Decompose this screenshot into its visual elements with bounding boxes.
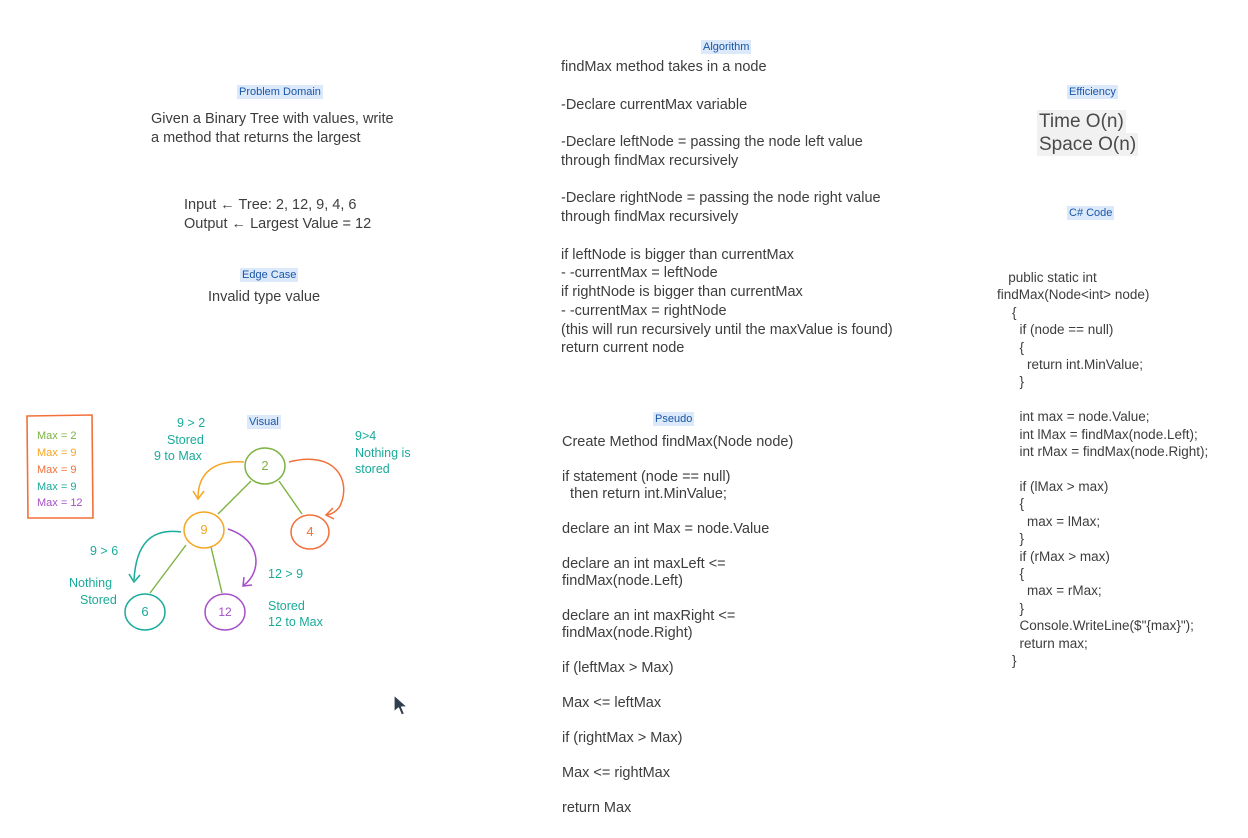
algorithm-text: findMax method takes in a node -Declare … bbox=[561, 59, 893, 357]
node-6-label: 6 bbox=[141, 604, 148, 619]
note-stored-d: Stored bbox=[268, 599, 305, 613]
legend-item-3: Max = 9 bbox=[37, 464, 76, 476]
csharp-code-tag: C# Code bbox=[1067, 206, 1115, 220]
node-12 bbox=[204, 593, 246, 631]
arrow-2-to-9 bbox=[197, 461, 245, 499]
efficiency-tag: Efficiency bbox=[1067, 85, 1118, 99]
note-12-gt-9: 12 > 9 bbox=[268, 567, 303, 581]
node-4-label: 4 bbox=[306, 524, 313, 539]
node-2-label: 2 bbox=[261, 458, 268, 473]
arrow-2-to-4 bbox=[288, 458, 345, 516]
input-output-text: Input ← Tree: 2, 12, 9, 4, 6 Output ← La… bbox=[184, 197, 372, 232]
problem-domain-tag: Problem Domain bbox=[237, 85, 323, 99]
node-9 bbox=[183, 511, 225, 549]
edge-9-6 bbox=[149, 544, 187, 594]
csharp-code-text: public static int findMax(Node<int> node… bbox=[997, 270, 1209, 668]
edge-2-9 bbox=[217, 480, 252, 515]
edge-case-text: Invalid type value bbox=[208, 289, 321, 305]
algorithm-tag: Algorithm bbox=[701, 40, 752, 54]
node-12-label: 12 bbox=[218, 605, 232, 619]
node-6 bbox=[124, 593, 166, 631]
note-nothing: Nothing bbox=[69, 576, 112, 590]
arrow-9-to-6 bbox=[133, 530, 182, 581]
note-stored-c: Stored bbox=[80, 593, 117, 607]
note-stored-a: Stored bbox=[167, 433, 204, 447]
edge-2-4 bbox=[278, 480, 303, 515]
edge-9-12 bbox=[210, 546, 223, 594]
note-nothing-is: Nothing is bbox=[355, 446, 411, 460]
legend-item-1: Max = 2 bbox=[37, 430, 76, 442]
note-9-gt-6: 9 > 6 bbox=[90, 544, 118, 558]
problem-description: Given a Binary Tree with values, write a… bbox=[151, 111, 394, 146]
note-12-to-max: 12 to Max bbox=[268, 615, 324, 629]
note-9-to-max: 9 to Max bbox=[154, 449, 203, 463]
space-complexity: Space O(n) bbox=[1037, 133, 1139, 156]
time-complexity: Time O(n) bbox=[1037, 110, 1126, 133]
legend-item-5: Max = 12 bbox=[37, 497, 83, 509]
edge-case-tag: Edge Case bbox=[240, 268, 299, 282]
legend-item-2: Max = 9 bbox=[37, 447, 76, 459]
node-9-label: 9 bbox=[200, 522, 207, 537]
tree-visual: Max = 2 Max = 9 Max = 9 Max = 9 Max = 12… bbox=[26, 414, 411, 631]
legend-item-4: Max = 9 bbox=[37, 481, 76, 493]
note-9-gt-2: 9 > 2 bbox=[177, 416, 205, 430]
pseudo-text: Create Method findMax(Node node) if stat… bbox=[562, 434, 794, 816]
node-4 bbox=[290, 514, 330, 550]
legend-box bbox=[26, 414, 94, 519]
note-stored-b: stored bbox=[355, 462, 390, 476]
arrow-12-to-9 bbox=[227, 528, 257, 586]
pseudo-tag: Pseudo bbox=[653, 412, 695, 426]
mouse-cursor-icon bbox=[393, 694, 409, 716]
node-2 bbox=[244, 447, 286, 485]
note-9-gt-4: 9>4 bbox=[355, 429, 376, 443]
visual-tag: Visual bbox=[247, 415, 281, 429]
